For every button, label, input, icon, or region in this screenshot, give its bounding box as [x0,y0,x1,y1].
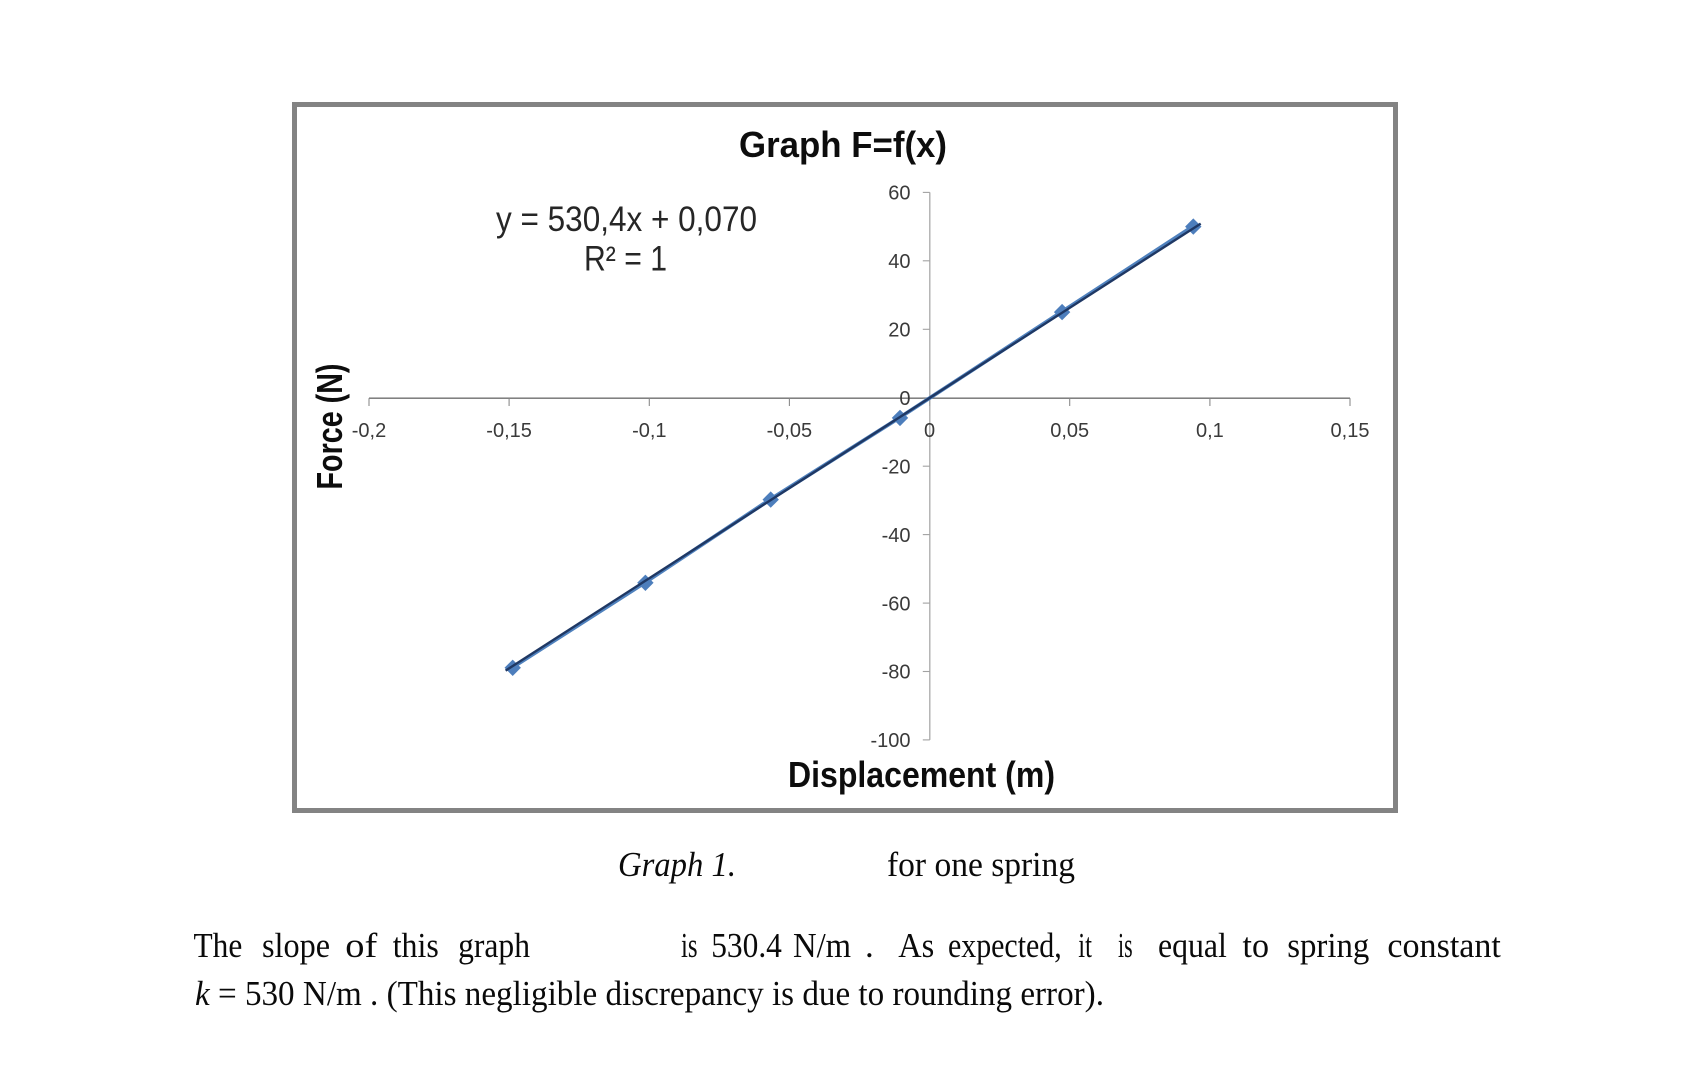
svg-text:is: is [1118,926,1133,965]
svg-text:N/m: N/m [793,926,851,965]
svg-text:-20: -20 [882,456,911,478]
svg-text:equal: equal [1158,926,1227,965]
svg-text:spring: spring [1287,926,1369,965]
svg-text:Graph 1.: Graph 1. [618,845,736,884]
svg-text:graph: graph [458,926,530,965]
svg-text:0,1: 0,1 [1196,420,1224,442]
svg-text:Graph F=f(x): Graph F=f(x) [739,124,947,165]
svg-text:R² = 1: R² = 1 [584,240,667,279]
svg-text:to: to [1243,926,1270,965]
svg-text:The: The [194,926,243,965]
svg-text:-40: -40 [882,525,911,547]
svg-text:As: As [898,926,934,965]
svg-text:-80: -80 [882,662,911,684]
svg-text:slope: slope [262,926,330,965]
svg-text:y = 530,4x + 0,070: y = 530,4x + 0,070 [496,200,757,239]
svg-text:constant: constant [1387,926,1501,965]
svg-text:40: 40 [888,251,910,273]
svg-text:0,05: 0,05 [1050,420,1089,442]
svg-text:530.4: 530.4 [711,926,782,965]
svg-text:this: this [393,926,439,965]
svg-text:-0,05: -0,05 [767,420,813,442]
svg-text:-0,15: -0,15 [486,420,532,442]
svg-text:expected,: expected, [948,926,1062,965]
svg-text:0: 0 [924,420,935,442]
svg-text:for one spring: for one spring [887,845,1075,884]
svg-text:60: 60 [888,183,910,205]
svg-text:k = 530 N/m . (This negligible: k = 530 N/m . (This negligible discrepan… [195,974,1104,1013]
svg-text:of: of [345,926,377,965]
svg-text:.: . [865,926,874,965]
svg-text:-100: -100 [870,730,910,752]
svg-text:0,15: 0,15 [1331,420,1370,442]
svg-text:it: it [1078,926,1092,965]
svg-text:Force (N): Force (N) [309,364,350,490]
svg-text:0: 0 [899,388,910,410]
svg-text:20: 20 [888,320,910,342]
svg-text:is: is [681,926,698,965]
svg-text:-60: -60 [882,593,911,615]
svg-text:-0,2: -0,2 [352,420,386,442]
svg-text:Displacement (m): Displacement (m) [788,754,1055,795]
svg-text:-0,1: -0,1 [632,420,666,442]
